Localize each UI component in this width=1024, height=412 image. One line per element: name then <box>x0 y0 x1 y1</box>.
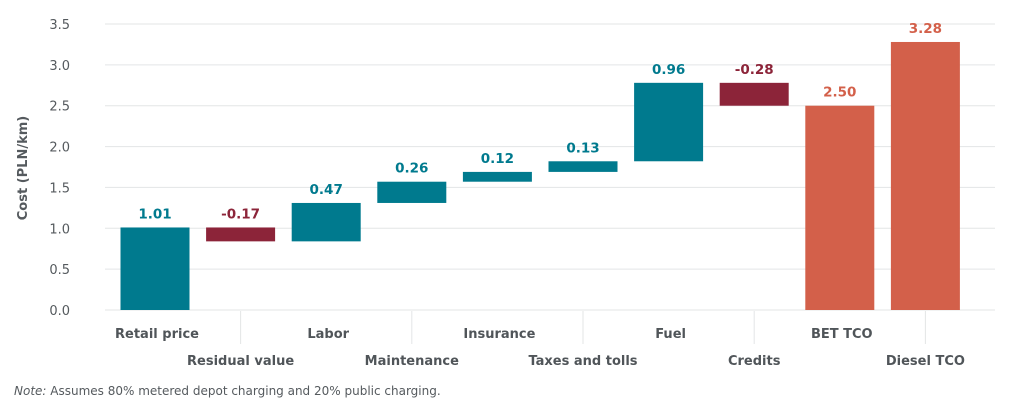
bar-labor <box>291 202 361 242</box>
y-axis-ticks: 0.0 0.5 1.0 1.5 2.0 2.5 3.0 3.5 <box>49 18 70 319</box>
value-label: 0.47 <box>310 182 343 198</box>
value-label: 2.50 <box>823 85 856 101</box>
y-tick-label: 0.0 <box>49 304 70 319</box>
category-label: Diesel TCO <box>886 354 965 369</box>
bar-retail-price <box>120 227 190 310</box>
bars <box>120 41 960 310</box>
value-label: 3.28 <box>909 21 942 37</box>
waterfall-chart: 0.0 0.5 1.0 1.5 2.0 2.5 3.0 3.5 Cost (PLN/km) 1… <box>16 18 995 369</box>
bar-bet-tco <box>805 105 875 310</box>
bar-credits <box>719 82 789 106</box>
value-label: 0.13 <box>566 140 599 156</box>
category-label: Maintenance <box>365 354 459 369</box>
bar-insurance <box>462 171 532 182</box>
y-tick-label: 2.0 <box>49 141 70 156</box>
category-label: Residual value <box>187 354 294 369</box>
y-tick-label: 3.5 <box>49 18 70 33</box>
y-tick-label: 3.0 <box>49 59 70 74</box>
bar-taxes-and-tolls <box>548 161 618 172</box>
y-axis-label: Cost (PLN/km) <box>16 116 31 220</box>
category-separators <box>240 311 926 344</box>
note-text: Assumes 80% metered depot charging and 2… <box>46 384 441 398</box>
chart-note: Note: Assumes 80% metered depot charging… <box>14 384 441 398</box>
bar-fuel <box>634 82 704 162</box>
bar-residual-value <box>206 227 276 242</box>
value-label: -0.28 <box>735 62 774 78</box>
bar-diesel-tco <box>890 41 960 310</box>
value-label: 0.12 <box>481 151 514 167</box>
note-prefix: Note: <box>14 384 47 398</box>
value-labels: 1.01 -0.17 0.47 0.26 0.12 0.13 0.96 -0.28 2.50 3.… <box>138 21 942 222</box>
value-label: -0.17 <box>221 206 260 222</box>
y-tick-label: 1.0 <box>49 222 70 237</box>
category-label: Fuel <box>655 327 686 342</box>
category-label: Labor <box>307 327 349 342</box>
y-tick-label: 2.5 <box>49 100 70 115</box>
category-label: Taxes and tolls <box>528 354 637 369</box>
category-label: Retail price <box>115 327 199 342</box>
value-label: 1.01 <box>138 206 171 222</box>
y-tick-label: 0.5 <box>49 263 70 278</box>
value-label: 0.96 <box>652 62 685 78</box>
category-label: BET TCO <box>811 327 873 342</box>
category-label: Credits <box>728 354 781 369</box>
category-labels: Retail price Residual value Labor Maintenan… <box>115 327 965 369</box>
category-label: Insurance <box>463 327 535 342</box>
bar-maintenance <box>377 181 447 203</box>
value-label: 0.26 <box>395 161 428 177</box>
y-tick-label: 1.5 <box>49 181 70 196</box>
